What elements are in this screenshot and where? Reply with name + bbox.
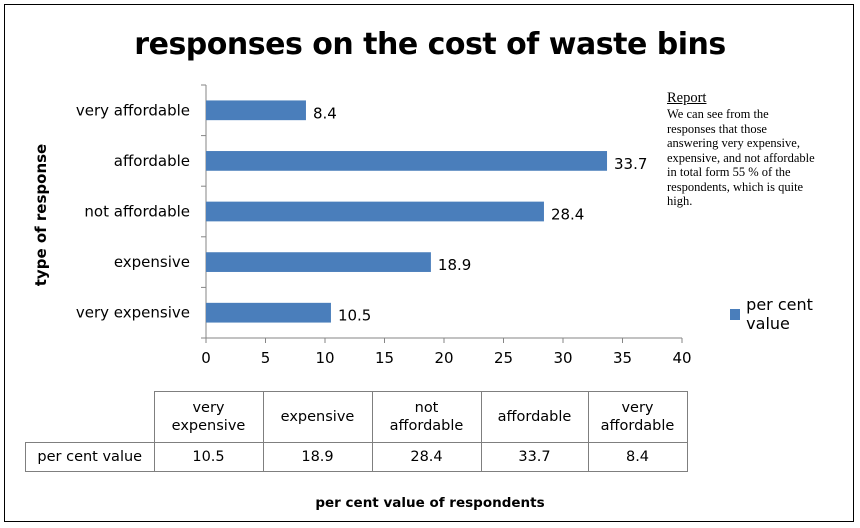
data-table-row-label: per cent value (25, 442, 155, 472)
data-table-header-cell: very expensive (153, 391, 264, 443)
x-tick-label: 40 (672, 349, 691, 367)
y-category-label: affordable (114, 152, 190, 170)
legend-label: per cent value (746, 295, 813, 333)
report-body: We can see from the responses that those… (667, 107, 815, 208)
bar-data-label: 18.9 (438, 256, 471, 274)
data-table-header-cell: not affordable (371, 391, 482, 443)
bar-data-label: 8.4 (313, 104, 337, 122)
legend-swatch (730, 308, 741, 320)
bar-chart: 0 5 10 15 20 25 30 35 40 very expensive 10.5 expens… (76, 84, 692, 367)
x-tick-label: 0 (201, 349, 211, 367)
data-table-header-row: very expensive expensive not affordable af… (25, 391, 688, 443)
data-table: very expensive expensive not affordable af… (25, 391, 688, 472)
data-table-header-cell: very affordable (587, 391, 688, 443)
chart-title: responses on the cost of waste bins (134, 27, 726, 62)
y-category-label: not affordable (84, 203, 190, 221)
bar-data-label: 10.5 (338, 307, 371, 325)
data-table-header-cell: expensive (262, 391, 373, 443)
data-table-value-cell: 8.4 (587, 442, 688, 472)
y-category-label: very expensive (76, 304, 190, 322)
bar (206, 201, 544, 222)
x-tick-label: 20 (434, 349, 453, 367)
x-tick-label: 15 (375, 349, 394, 367)
bar (206, 151, 608, 171)
data-table-header-cell: affordable (480, 391, 589, 443)
data-table-value-cell: 33.7 (480, 442, 589, 472)
data-table-value-cell: 28.4 (371, 442, 482, 472)
bar (206, 100, 306, 121)
data-table-corner (25, 391, 155, 443)
x-tick-label: 10 (315, 349, 334, 367)
report-title: Report (667, 90, 707, 106)
data-table-value-cell: 18.9 (262, 442, 373, 472)
chart-frame: responses on the cost of waste bins type… (4, 4, 854, 522)
x-tick-label: 5 (261, 349, 271, 367)
bar-data-label: 33.7 (614, 155, 647, 173)
bar-data-label: 28.4 (551, 206, 584, 224)
y-category-label: expensive (114, 253, 190, 271)
legend: per cent value (730, 295, 853, 333)
y-category-label: very affordable (76, 101, 190, 119)
bar (206, 252, 431, 272)
report-annotation: Report We can see from the responses tha… (667, 90, 857, 209)
x-tick-label: 30 (553, 349, 572, 367)
data-table-value-cell: 10.5 (153, 442, 264, 472)
x-axis-title: per cent value of respondents (315, 495, 545, 511)
data-table-value-row: per cent value 10.5 18.9 28.4 33.7 8.4 (25, 442, 688, 472)
x-tick-label: 25 (494, 349, 513, 367)
bar (206, 302, 331, 323)
x-tick-label: 35 (613, 349, 632, 367)
